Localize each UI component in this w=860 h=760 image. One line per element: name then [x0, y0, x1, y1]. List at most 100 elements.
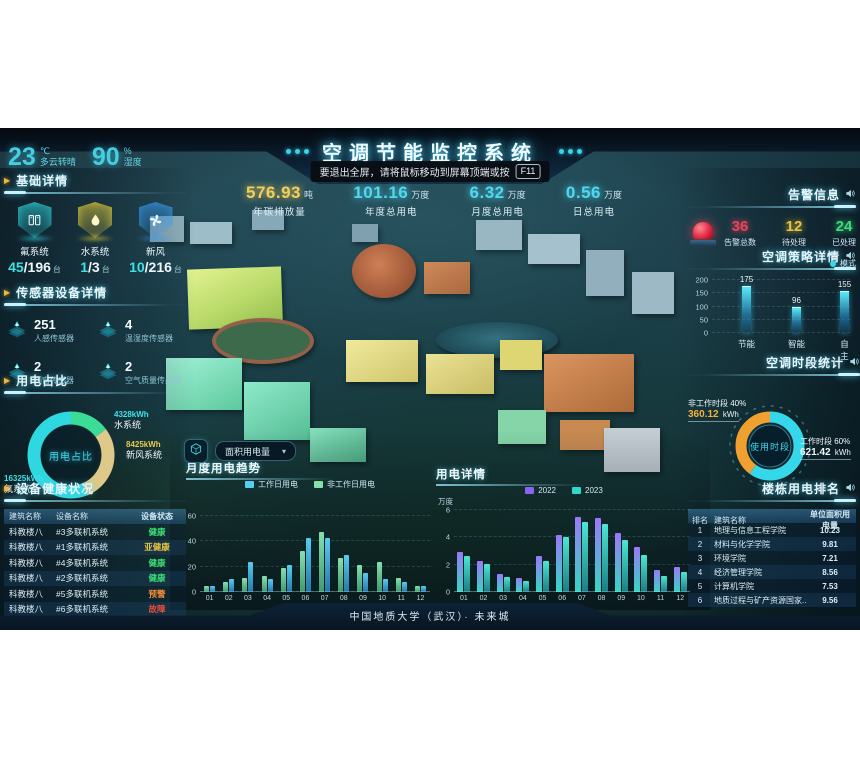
legend-item[interactable]: 工作日用电	[245, 479, 298, 490]
health-status-badge: 亚健康	[144, 542, 170, 553]
layer-cube-button[interactable]	[184, 439, 208, 463]
y-tick-label: 4	[445, 532, 450, 542]
strategy-bar	[742, 285, 751, 333]
x-tick-label: 11	[397, 595, 405, 602]
panel-device-health: ▶ 设备健康状况 建筑名称 设备名称 设备状态 科教楼八 #3多联机系统 健康 科教楼八 #…	[4, 480, 186, 617]
bar-group[interactable]: 02	[219, 516, 238, 602]
ranking-value-cell: 7.53	[822, 581, 838, 591]
bar-2022	[536, 555, 543, 592]
period-slice-value-row: 621.42 kWh	[800, 447, 860, 460]
bar-2023	[484, 563, 490, 592]
sensor-count: 4	[125, 316, 133, 332]
fresh-air-fan-icon	[138, 202, 173, 238]
bar-group[interactable]: 12	[670, 510, 690, 602]
icon-glow-platform	[14, 235, 55, 242]
x-tick-label: 03	[499, 595, 508, 602]
speaker-icon[interactable]	[845, 188, 856, 202]
sensor-count: 251	[34, 316, 56, 332]
monthly-trend-legend: 工作日用电 非工作日用电	[186, 479, 434, 490]
strategy-legend[interactable]: 模式	[830, 258, 856, 269]
health-building-cell: 科教楼八	[9, 557, 44, 568]
bar-group[interactable]: 12	[411, 516, 430, 602]
map-building	[586, 250, 624, 296]
system-count-unit: 台	[101, 265, 110, 274]
health-building-cell: 科教楼八	[9, 573, 44, 584]
system-item: 氟系统 45/196 台	[6, 202, 63, 277]
bar-group[interactable]: 01	[200, 516, 219, 602]
power-detail-chart[interactable]: 万度 0 2 4 6 01 02 03 04 05 06 07 08 09 10 11 12	[438, 497, 690, 602]
legend-item[interactable]: 2022	[525, 486, 556, 495]
ranking-value-cell: 9.81	[822, 539, 838, 549]
speaker-icon[interactable]	[849, 356, 860, 370]
bar-group[interactable]: 01	[454, 510, 474, 602]
ranking-value-cell: 7.21	[822, 553, 838, 563]
temp-humidity-sensor-icon	[97, 316, 119, 345]
bar-group[interactable]: 03	[238, 516, 257, 602]
sensor-name: 温湿度传感器	[125, 333, 173, 343]
speaker-icon[interactable]	[845, 482, 856, 496]
kpi-label: 年度总用电	[365, 207, 418, 218]
bar-group[interactable]: 09	[611, 510, 631, 602]
monthly-trend-chart[interactable]: 0 20 40 60 01 02 03 04 05 06 07 08 09 10 11 12	[188, 512, 430, 602]
bar-group[interactable]: 02	[474, 510, 494, 602]
bar-group[interactable]: 06	[296, 516, 315, 602]
period-slice-label: 工作时段 60% 621.42 kWh	[800, 436, 860, 460]
bar-group[interactable]: 07	[315, 516, 334, 602]
strategy-bar	[840, 290, 849, 333]
bar-group[interactable]: 09	[353, 516, 372, 602]
ac-strategy-title: 空调策略详情	[761, 250, 840, 264]
bar-工作日用电	[305, 537, 311, 592]
power-share-header: ▶ 用电占比	[4, 372, 186, 389]
y-tick-label: 6	[445, 505, 450, 515]
x-tick-label: 08	[339, 595, 348, 602]
x-tick-label: 01	[459, 595, 468, 602]
bar-2022	[457, 552, 464, 592]
bar-group[interactable]: 05	[277, 516, 296, 602]
y-tick-label: 200	[695, 275, 708, 285]
alarm-label: 已处理	[832, 238, 856, 247]
axis-baseline	[454, 591, 690, 592]
bar-group[interactable]: 03	[493, 510, 513, 602]
bar-group[interactable]: 08	[592, 510, 612, 602]
sensor-item: 251 人感传感器	[6, 316, 95, 345]
legend-item[interactable]: 非工作日用电	[314, 479, 375, 490]
bar-group[interactable]: 05	[533, 510, 553, 602]
bar-2023	[641, 555, 648, 592]
bar-group[interactable]: 10	[373, 516, 392, 602]
legend-item[interactable]: 2023	[572, 486, 603, 495]
column-header: 建筑名称	[9, 512, 41, 521]
building-ranking-header: 楼栋用电排名	[688, 480, 856, 497]
alarm-info-header: 告警信息	[688, 186, 856, 203]
map-building	[544, 354, 634, 412]
health-status-badge: 健康	[148, 557, 166, 568]
bar-group[interactable]: 04	[513, 510, 533, 602]
system-count-unit: 台	[52, 265, 61, 274]
bar-group[interactable]: 08	[334, 516, 353, 602]
panel-power-share: ▶ 用电占比 用电占比 4328kWh 水系统 8425kWh 新风系统 16325kW…	[4, 372, 186, 499]
bar-group[interactable]: 07	[572, 510, 592, 602]
bar-2022	[516, 578, 523, 592]
humidity-unit: %	[123, 146, 132, 156]
bar-group[interactable]: 11	[392, 516, 411, 602]
panel-basic-details: ▶ 基础详情 氟系统 45/196 台水系统 1/3 台新风 10/216 台	[4, 172, 186, 277]
map-building	[426, 354, 494, 394]
health-building-cell: 科教楼八	[9, 542, 44, 553]
metric-dropdown[interactable]: 面积用电量 ▾	[215, 441, 297, 461]
panel-power-detail: 用电详情 2022 2023 万度 0 2 4 6 01 02 03 04 05 06 07 08 09 1…	[436, 466, 692, 610]
bar-group[interactable]: 11	[651, 510, 671, 602]
period-slice-name-row: 工作时段 60%	[800, 436, 860, 447]
legend-swatch	[245, 481, 254, 489]
kpi-value-row: 6.32 万度	[470, 183, 526, 203]
slice-name: 水系统	[114, 420, 142, 430]
alarm-info-title: 告警信息	[787, 188, 840, 202]
table-row: 科教楼八 #4多联机系统 健康	[4, 555, 186, 571]
bar-group[interactable]: 10	[631, 510, 651, 602]
icon-glow-platform	[75, 235, 115, 242]
bar-group[interactable]: 04	[258, 516, 277, 602]
bar-group[interactable]: 06	[552, 510, 572, 602]
slice-value: 8425kWh	[126, 440, 161, 449]
system-count-unit: 台	[173, 265, 182, 274]
header-underline	[4, 499, 186, 502]
strategy-bar-chart[interactable]: 0 50 100 150 200 175 节能 96 智能 155 自主	[695, 275, 851, 361]
footer-campus-name: 中国地质大学（武汉）· 未来城	[349, 612, 511, 623]
